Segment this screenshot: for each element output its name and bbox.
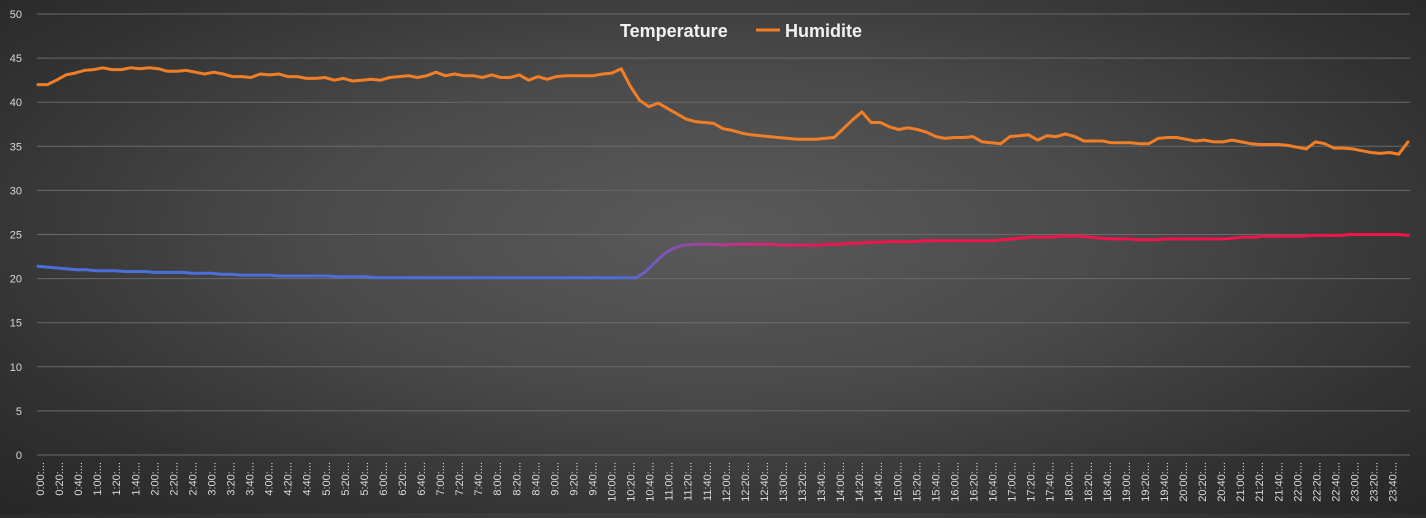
y-tick-label: 50 <box>10 9 22 21</box>
x-tick-label: 23:20:... <box>1369 462 1381 502</box>
x-tick-label: 7:20:... <box>454 462 466 496</box>
y-tick-label: 5 <box>16 406 22 418</box>
x-tick-label: 2:20:... <box>168 462 180 496</box>
legend-humidite-label: Humidite <box>785 21 862 41</box>
x-tick-label: 21:40:... <box>1273 462 1285 502</box>
x-tick-label: 21:20:... <box>1254 462 1266 502</box>
x-tick-label: 4:20:... <box>283 462 295 496</box>
x-tick-label: 15:40:... <box>930 462 942 502</box>
y-tick-label: 20 <box>10 274 22 286</box>
x-tick-label: 8:00:... <box>492 462 504 496</box>
x-tick-label: 7:40:... <box>473 462 485 496</box>
y-tick-label: 0 <box>16 450 22 462</box>
x-tick-label: 3:20:... <box>226 462 238 496</box>
x-tick-label: 3:40:... <box>245 462 257 496</box>
x-tick-label: 2:40:... <box>187 462 199 496</box>
x-tick-label: 14:00:... <box>835 462 847 502</box>
y-tick-label: 25 <box>10 230 22 242</box>
x-tick-label: 17:00:... <box>1007 462 1019 502</box>
x-tick-label: 11:20:... <box>683 462 695 501</box>
x-tick-label: 22:40:... <box>1330 462 1342 502</box>
x-tick-label: 16:00:... <box>949 462 961 502</box>
x-tick-label: 12:20:... <box>740 462 752 502</box>
x-tick-label: 20:40:... <box>1216 462 1228 502</box>
y-tick-label: 45 <box>10 53 22 65</box>
x-tick-label: 9:00:... <box>549 462 561 496</box>
x-tick-label: 4:40:... <box>302 462 314 496</box>
x-tick-label: 10:00:... <box>607 462 619 502</box>
x-tick-label: 15:20:... <box>911 462 923 502</box>
humidite-line <box>36 66 1410 156</box>
x-tick-label: 20:00:... <box>1178 462 1190 502</box>
x-tick-label: 2:00:... <box>149 462 161 496</box>
x-tick-label: 12:40:... <box>759 462 771 502</box>
x-tick-label: 8:40:... <box>530 462 542 496</box>
x-tick-label: 4:00:... <box>264 462 276 496</box>
x-tick-label: 17:40:... <box>1045 462 1057 502</box>
x-tick-label: 23:00:... <box>1349 462 1361 502</box>
legend-temperature-label: Temperature <box>620 21 728 41</box>
y-tick-label: 40 <box>10 97 22 109</box>
temperature-line <box>36 233 1410 280</box>
x-axis-tick-labels: 0:00:... 0:20:... 0:40:... 1:00:... 1:20:...… <box>35 462 1400 502</box>
x-tick-label: 0:40:... <box>73 462 85 496</box>
x-tick-label: 16:40:... <box>988 462 1000 502</box>
x-tick-label: 23:40:... <box>1388 462 1400 502</box>
y-axis-tick-labels: 0 5 10 15 20 25 30 35 40 45 50 <box>10 9 22 462</box>
x-tick-label: 13:00:... <box>778 462 790 502</box>
x-tick-label: 3:00:... <box>206 462 218 496</box>
x-tick-label: 17:20:... <box>1026 462 1038 502</box>
x-tick-label: 8:20:... <box>511 462 523 496</box>
legend: Temperature Humidite <box>591 21 862 41</box>
x-tick-label: 0:20:... <box>54 462 66 496</box>
x-tick-label: 6:40:... <box>416 462 428 496</box>
x-tick-label: 20:20:... <box>1197 462 1209 502</box>
x-tick-label: 12:00:... <box>721 462 733 502</box>
x-tick-label: 11:40:... <box>702 462 714 501</box>
x-tick-label: 19:20:... <box>1140 462 1152 502</box>
x-tick-label: 10:40:... <box>645 462 657 502</box>
x-tick-label: 14:20:... <box>854 462 866 502</box>
x-tick-label: 19:00:... <box>1121 462 1133 502</box>
x-tick-label: 22:00:... <box>1292 462 1304 502</box>
y-tick-label: 35 <box>10 141 22 153</box>
x-tick-label: 13:40:... <box>816 462 828 502</box>
x-tick-label: 22:20:... <box>1311 462 1323 502</box>
x-tick-label: 21:00:... <box>1235 462 1247 502</box>
x-tick-label: 7:00:... <box>435 462 447 496</box>
x-tick-label: 9:20:... <box>568 462 580 496</box>
x-tick-label: 10:20:... <box>626 462 638 502</box>
x-tick-label: 11:00:... <box>664 462 676 501</box>
x-tick-label: 1:20:... <box>111 462 123 496</box>
y-tick-label: 15 <box>10 318 22 330</box>
x-tick-label: 18:40:... <box>1102 462 1114 502</box>
series-lines <box>36 66 1410 280</box>
x-tick-label: 9:40:... <box>587 462 599 496</box>
x-tick-label: 18:20:... <box>1083 462 1095 502</box>
x-tick-label: 6:20:... <box>397 462 409 496</box>
x-tick-label: 0:00:... <box>35 462 47 496</box>
x-tick-label: 1:40:... <box>130 462 142 496</box>
x-tick-label: 19:40:... <box>1159 462 1171 502</box>
x-tick-label: 15:00:... <box>892 462 904 502</box>
y-tick-label: 30 <box>10 185 22 197</box>
x-tick-label: 18:00:... <box>1064 462 1076 502</box>
x-tick-label: 5:20:... <box>340 462 352 496</box>
x-tick-label: 1:00:... <box>92 462 104 496</box>
x-tick-label: 14:40:... <box>873 462 885 502</box>
gridlines <box>37 13 1410 456</box>
x-tick-label: 13:20:... <box>797 462 809 502</box>
x-tick-label: 5:00:... <box>321 462 333 496</box>
x-tick-label: 16:20:... <box>968 462 980 502</box>
y-tick-label: 10 <box>10 362 22 374</box>
x-tick-label: 6:00:... <box>378 462 390 496</box>
x-tick-label: 5:40:... <box>359 462 371 496</box>
